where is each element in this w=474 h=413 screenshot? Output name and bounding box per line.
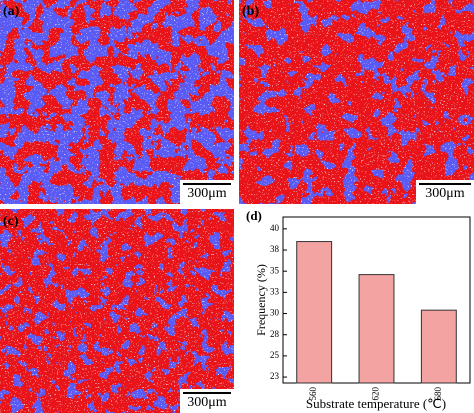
- x-tick-label: 680: [433, 387, 443, 401]
- map-boundaries: [0, 209, 234, 413]
- panel-label: (a): [3, 4, 20, 19]
- map-boundaries: [0, 0, 234, 204]
- x-tick-label: 560: [308, 387, 318, 401]
- map-boundaries: [239, 0, 474, 204]
- bar: [420, 309, 457, 384]
- bar: [358, 274, 395, 384]
- y-tick-label: 33: [270, 286, 280, 296]
- panel-d: (d) Frequency (%) Substrate temperature …: [246, 208, 471, 411]
- scale-label: 300μm: [187, 186, 227, 201]
- y-tick-label: 23: [270, 371, 280, 381]
- panel-a: 300μm (a): [0, 0, 234, 204]
- y-tick-label: 25: [270, 350, 280, 360]
- panel-c: 300μm (c): [0, 209, 234, 413]
- bar: [296, 241, 333, 384]
- panel-label: (c): [3, 214, 19, 229]
- y-axis-label: Frequency (%): [254, 264, 268, 336]
- panel-label: (b): [242, 4, 259, 19]
- y-tick-label: 28: [270, 329, 280, 339]
- y-tick-label: 35: [270, 265, 280, 275]
- scale-label: 300μm: [187, 395, 227, 410]
- x-axis-label: Substrate temperature (℃): [306, 396, 446, 411]
- y-tick-label: 38: [270, 244, 280, 254]
- x-tick-label: 620: [371, 387, 381, 401]
- panel-b: 300μm (b): [239, 0, 474, 204]
- panel-label: (d): [246, 208, 262, 223]
- y-tick-label: 40: [270, 223, 280, 233]
- scale-label: 300μm: [425, 186, 465, 201]
- y-tick-label: 30: [270, 308, 280, 318]
